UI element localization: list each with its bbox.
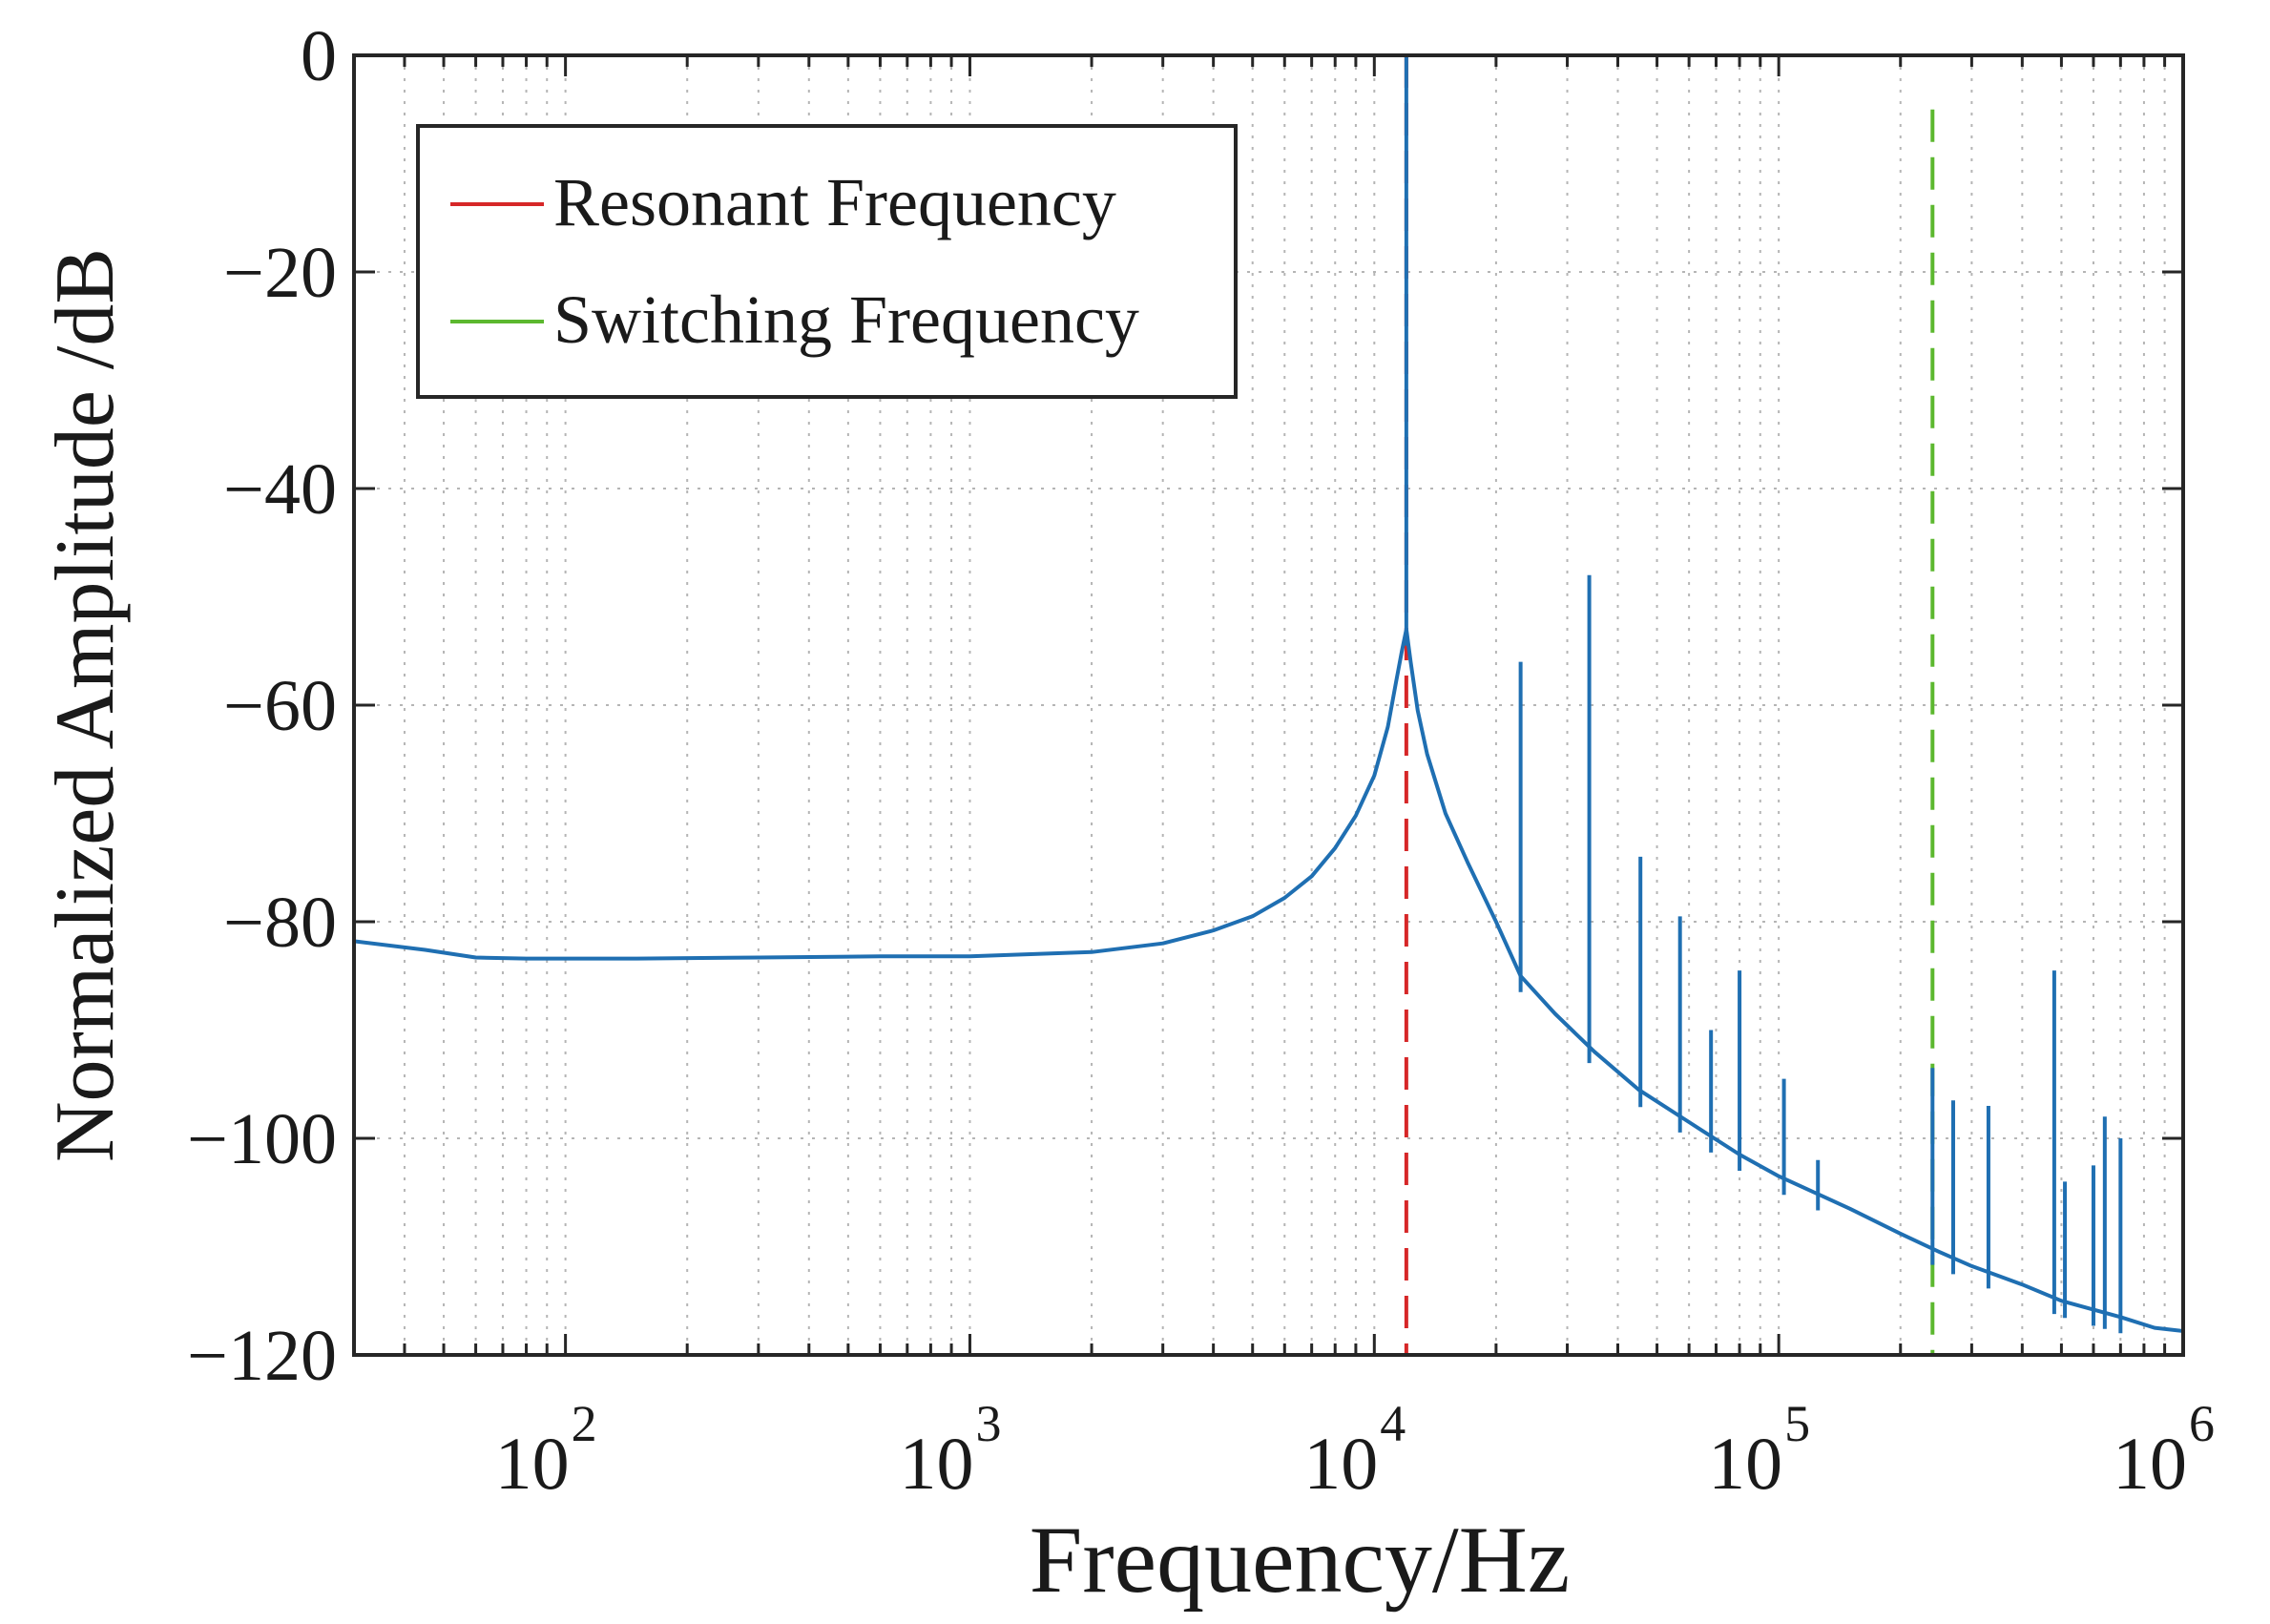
x-tick-label: 10 2 [495, 1395, 597, 1505]
x-tick-base: 10 [2113, 1422, 2187, 1505]
x-tick-label: 10 6 [2113, 1395, 2215, 1505]
y-tick-label: −80 [223, 883, 337, 963]
x-tick-exponent: 5 [1784, 1395, 1810, 1452]
x-tick-exponent: 3 [975, 1395, 1001, 1452]
x-tick-labels: 10 2 10 3 10 4 10 5 10 6 [495, 1395, 2215, 1505]
y-tick-label: −20 [223, 233, 337, 313]
legend-label-resonant: Resonant Frequency [553, 164, 1116, 240]
y-tick-labels: 0 −20 −40 −60 −80 −100 −120 [187, 16, 337, 1396]
x-tick-exponent: 2 [572, 1395, 597, 1452]
y-tick-label: −40 [223, 449, 337, 530]
legend-box [416, 124, 1238, 399]
x-tick-base: 10 [899, 1422, 973, 1505]
x-tick-label: 10 3 [899, 1395, 1001, 1505]
y-tick-label: −60 [223, 666, 337, 746]
x-tick-exponent: 6 [2189, 1395, 2215, 1452]
x-tick-label: 10 4 [1303, 1395, 1406, 1505]
x-axis-title: Frequency/Hz [1030, 1507, 1570, 1613]
axis-ticks [354, 53, 2183, 1357]
spectrum-baseline [353, 627, 2184, 1333]
y-axis-title: Normalized Amplitude /dB [39, 248, 132, 1162]
y-tick-label: 0 [301, 16, 337, 96]
x-tick-exponent: 4 [1380, 1395, 1406, 1452]
x-tick-base: 10 [1303, 1422, 1378, 1505]
legend: Resonant Frequency Switching Frequency [416, 124, 1238, 399]
legend-label-switching: Switching Frequency [553, 281, 1139, 358]
x-tick-base: 10 [1708, 1422, 1782, 1505]
grid [354, 55, 2183, 1355]
x-tick-label: 10 5 [1708, 1395, 1810, 1505]
y-tick-label: −100 [187, 1099, 337, 1179]
x-tick-base: 10 [495, 1422, 570, 1505]
y-tick-label: −120 [187, 1316, 337, 1396]
